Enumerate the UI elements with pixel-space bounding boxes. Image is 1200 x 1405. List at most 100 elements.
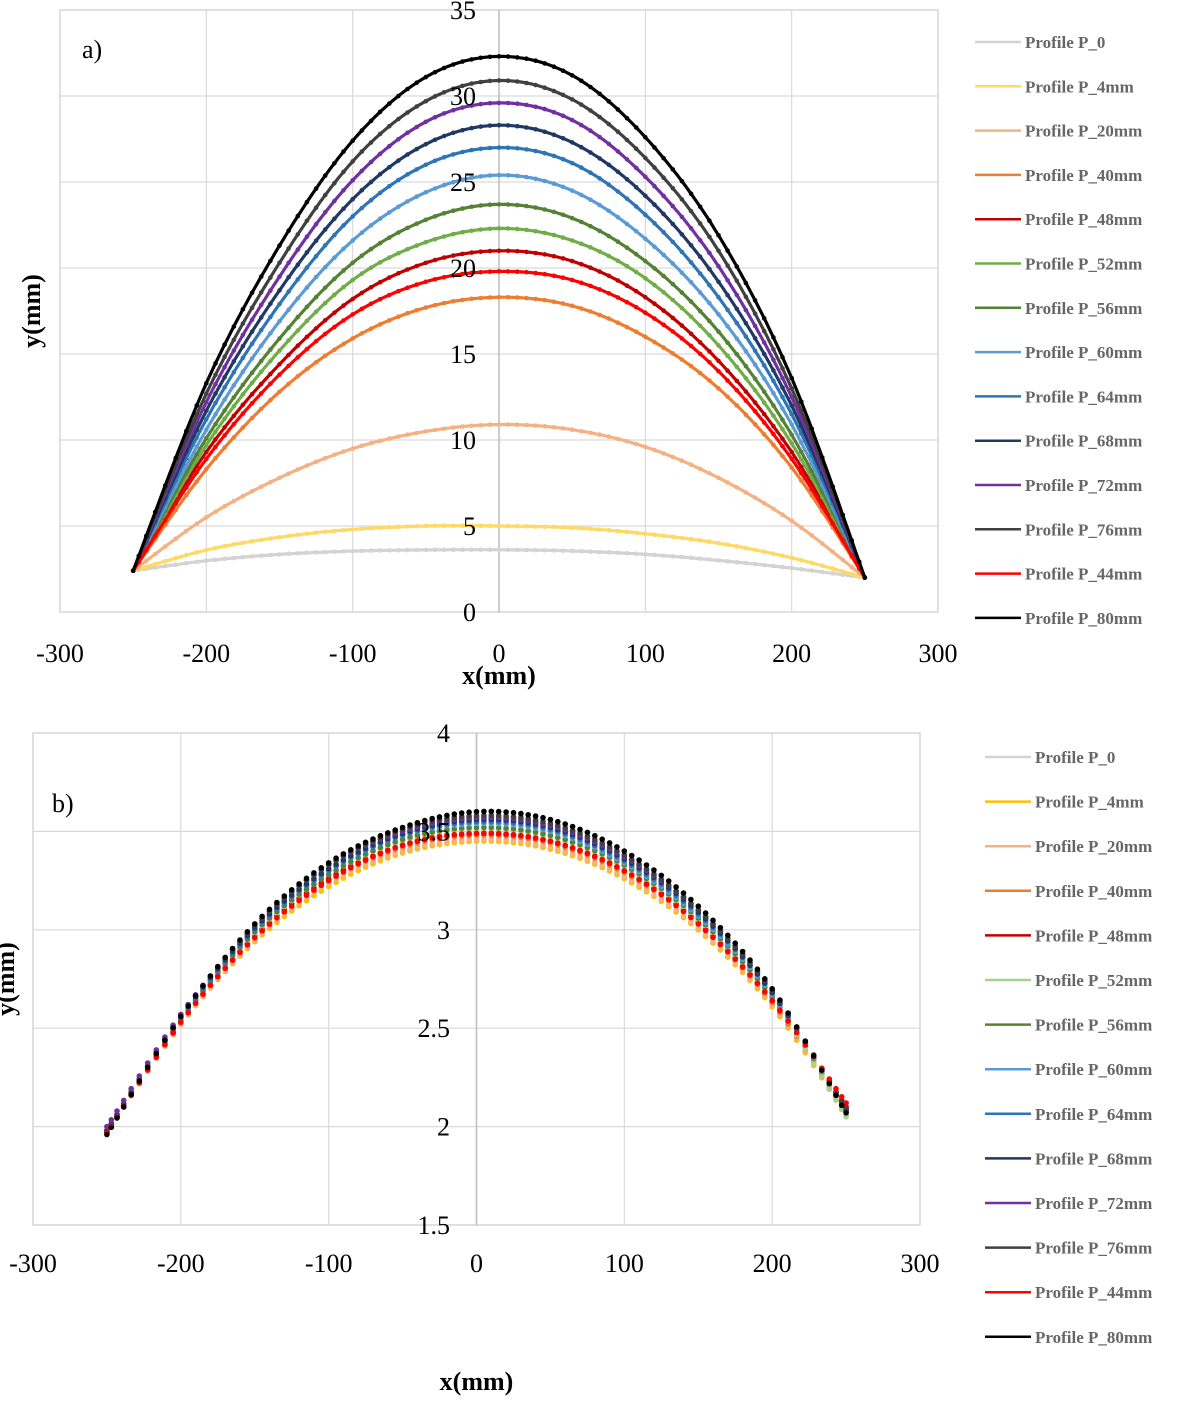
data-point	[665, 897, 672, 903]
data-point	[643, 531, 648, 536]
data-point	[258, 484, 264, 490]
data-point	[679, 290, 685, 295]
data-point	[295, 277, 301, 282]
data-point	[624, 177, 630, 182]
data-point	[820, 563, 825, 568]
legend-label: Profile P_64mm	[1035, 1105, 1152, 1124]
data-point	[524, 227, 529, 233]
data-point	[843, 1110, 849, 1116]
data-point	[624, 116, 630, 121]
data-point	[547, 838, 554, 844]
data-point	[268, 358, 273, 364]
legend-item: Profile P_80mm	[985, 1328, 1152, 1347]
data-point	[313, 550, 319, 555]
data-point	[396, 434, 401, 439]
data-point	[377, 438, 383, 444]
data-point	[332, 549, 337, 554]
data-point	[661, 273, 666, 279]
data-point	[277, 552, 282, 557]
data-point	[688, 462, 694, 468]
data-point	[152, 509, 158, 515]
data-point	[368, 525, 374, 531]
legend-label: Profile P_72mm	[1025, 476, 1142, 495]
data-point	[697, 290, 703, 295]
data-point	[679, 197, 685, 202]
data-point	[716, 558, 721, 563]
data-point	[204, 449, 209, 455]
data-point	[213, 557, 218, 563]
data-point	[249, 489, 255, 494]
data-point	[799, 464, 804, 470]
data-point	[240, 540, 246, 546]
data-point	[555, 840, 561, 846]
data-point	[173, 507, 178, 513]
data-point	[444, 832, 450, 839]
data-point	[184, 463, 189, 469]
data-point	[524, 56, 529, 61]
data-point	[673, 902, 679, 909]
data-point	[423, 305, 429, 310]
data-point	[311, 870, 317, 876]
data-point	[194, 479, 199, 484]
data-point	[560, 426, 566, 431]
data-point	[231, 413, 237, 419]
data-point	[268, 552, 273, 558]
series-a-11	[130, 100, 868, 580]
data-point	[405, 246, 410, 252]
data-point	[487, 226, 493, 232]
data-point	[652, 339, 657, 345]
data-point	[460, 127, 465, 133]
data-point	[399, 842, 406, 848]
data-point	[624, 299, 630, 305]
data-point	[670, 167, 676, 172]
data-point	[325, 871, 332, 878]
data-point	[560, 68, 566, 73]
data-point	[318, 888, 325, 894]
data-point	[368, 223, 374, 228]
data-point	[551, 273, 557, 279]
data-point	[579, 241, 584, 247]
data-point	[495, 812, 502, 819]
data-point	[332, 198, 337, 204]
data-point	[207, 982, 214, 989]
data-point	[515, 101, 520, 106]
data-point	[387, 101, 392, 106]
data-point	[441, 65, 447, 71]
data-point	[466, 830, 472, 837]
y-tick-label: 3.5	[418, 817, 451, 846]
data-point	[266, 921, 273, 927]
data-point	[624, 551, 630, 556]
data-point	[579, 78, 584, 84]
data-point	[743, 389, 749, 394]
data-point	[789, 555, 794, 561]
data-point	[304, 304, 310, 310]
data-point	[588, 245, 593, 250]
data-point	[833, 1085, 839, 1092]
data-point	[332, 452, 337, 458]
data-point	[652, 532, 657, 537]
data-point	[597, 312, 602, 318]
data-point	[725, 340, 730, 346]
data-point	[392, 839, 399, 845]
data-point	[606, 844, 613, 850]
data-point	[387, 210, 392, 215]
data-point	[213, 391, 218, 396]
data-point	[332, 255, 337, 260]
data-point	[652, 447, 657, 453]
series-a-10	[130, 122, 868, 580]
data-point	[162, 558, 168, 564]
data-point	[761, 500, 767, 506]
data-point	[240, 425, 246, 430]
data-point	[789, 565, 794, 571]
data-point	[532, 813, 539, 819]
data-point	[717, 924, 724, 931]
data-point	[643, 212, 648, 217]
data-point	[743, 376, 749, 381]
data-point	[478, 422, 484, 428]
data-point	[252, 934, 258, 941]
data-point	[451, 425, 456, 430]
data-point	[614, 869, 620, 876]
data-point	[487, 145, 493, 151]
data-point	[231, 395, 237, 400]
data-point	[725, 324, 730, 329]
